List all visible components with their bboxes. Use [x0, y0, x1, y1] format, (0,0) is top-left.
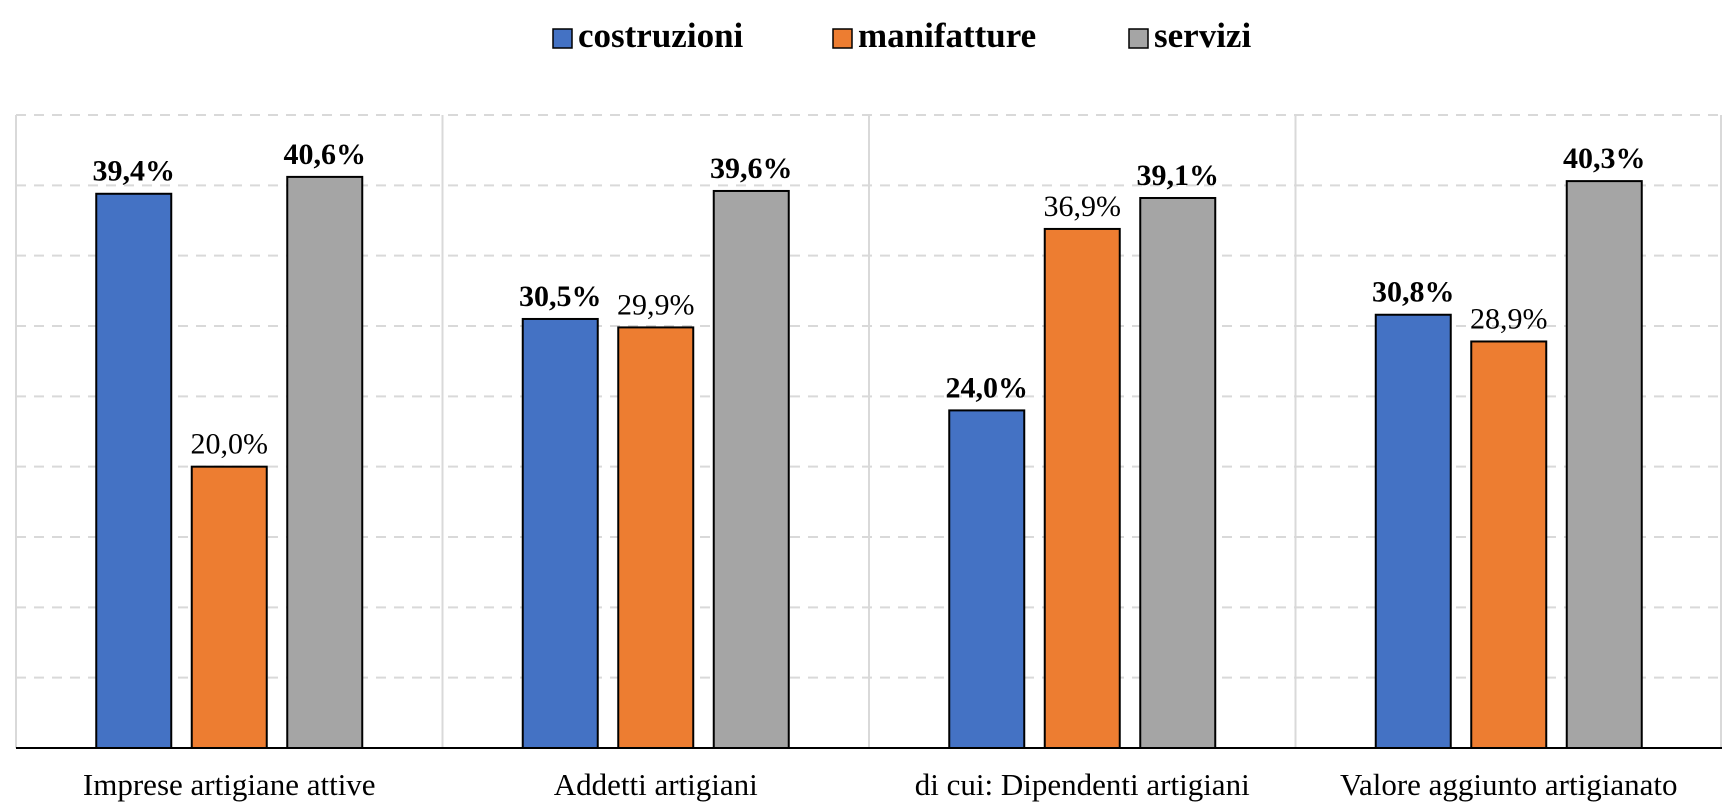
bar: [286, 175, 364, 750]
legend-label: servizi: [1154, 16, 1251, 55]
data-label: 36,9%: [1044, 190, 1122, 223]
data-label: 39,6%: [710, 152, 793, 185]
legend-label: manifatture: [858, 16, 1036, 55]
bar: [1043, 227, 1121, 749]
data-label: 39,1%: [1137, 159, 1220, 192]
bar: [948, 409, 1026, 749]
bar: [190, 465, 268, 749]
data-label: 40,3%: [1563, 142, 1646, 175]
bar: [1470, 340, 1548, 749]
data-label: 30,5%: [519, 280, 602, 313]
data-label: 24,0%: [946, 371, 1029, 404]
x-tick-label: Valore aggiunto artigianato: [1340, 767, 1677, 802]
data-label: 40,6%: [284, 138, 367, 171]
data-label: 20,0%: [191, 428, 269, 461]
data-label: 29,9%: [617, 288, 695, 321]
data-label: 30,8%: [1372, 276, 1455, 309]
data-label: 28,9%: [1470, 302, 1548, 335]
legend-label: costruzioni: [578, 16, 744, 55]
bar: [1374, 313, 1452, 749]
bar: [617, 326, 695, 749]
legend-swatch: [832, 28, 853, 49]
x-tick-label: Imprese artigiane attive: [83, 767, 376, 802]
data-label: 39,4%: [93, 155, 176, 188]
bar: [1139, 196, 1217, 749]
x-tick-label: di cui: Dipendenti artigiani: [915, 767, 1250, 802]
legend-swatch: [1128, 28, 1149, 49]
legend-swatch: [552, 28, 573, 49]
x-tick-label: Addetti artigiani: [554, 767, 758, 802]
bar: [712, 189, 790, 749]
bar: [95, 192, 173, 750]
bar: [1565, 180, 1643, 749]
bar: [521, 317, 599, 749]
